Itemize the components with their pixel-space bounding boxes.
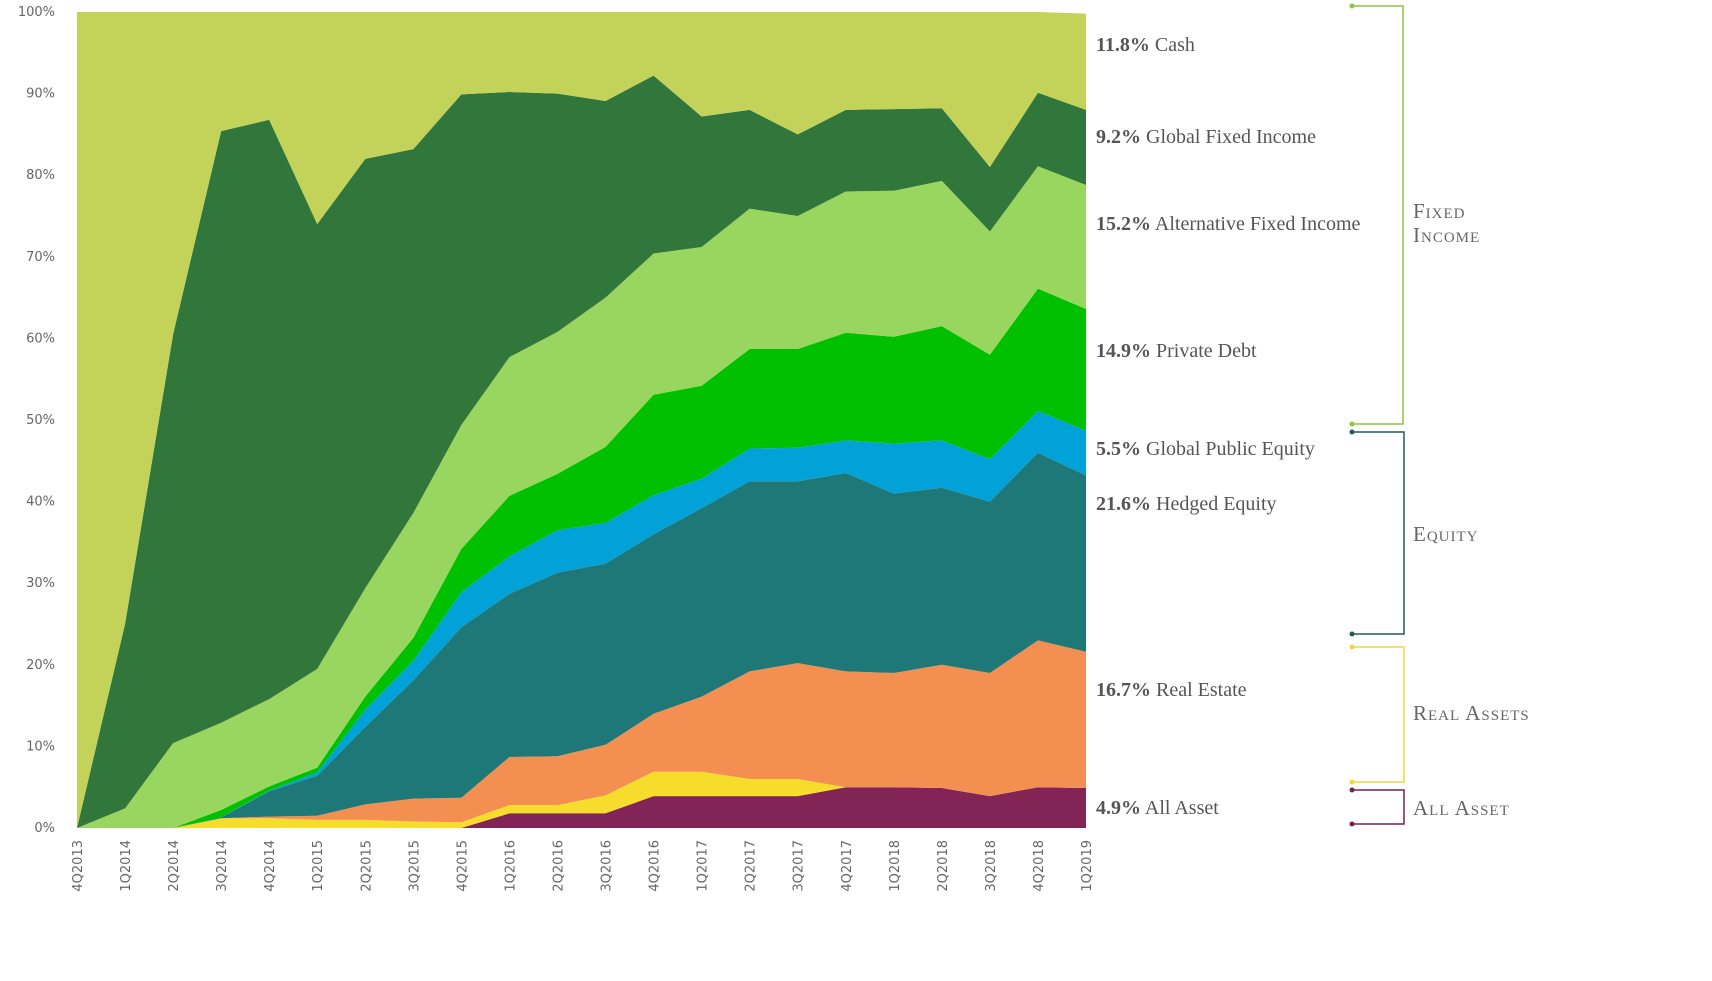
group-label-line: Income	[1413, 223, 1480, 247]
x-tick-label: 1Q2014	[119, 840, 134, 892]
area	[77, 452, 1086, 828]
bracket-dot	[1349, 779, 1355, 785]
y-tick-label: 30%	[26, 576, 55, 591]
x-tick-label: 1Q2017	[696, 840, 711, 892]
y-tick-label: 90%	[26, 87, 55, 102]
end-label-value: 9.2%	[1096, 126, 1141, 148]
group-label: Real Assets	[1413, 701, 1530, 725]
y-tick-label: 10%	[26, 739, 55, 754]
x-tick-label: 2Q2016	[551, 840, 566, 892]
x-tick-label: 1Q2019	[1080, 840, 1095, 892]
x-tick-label: 4Q2015	[455, 840, 470, 892]
end-label-value: 16.7%	[1096, 679, 1151, 701]
x-tick-label: 4Q2018	[1032, 840, 1047, 892]
x-tick-label: 1Q2016	[503, 840, 518, 892]
area	[77, 640, 1086, 828]
end-label-value: 5.5%	[1096, 438, 1141, 460]
area	[77, 771, 1086, 828]
bracket-dot	[1349, 644, 1355, 650]
end-label: 16.7% Real Estate	[1096, 679, 1247, 701]
bracket	[1352, 646, 1405, 783]
end-label-name: All Asset	[1145, 797, 1219, 819]
end-label-name: Cash	[1155, 34, 1195, 56]
area	[77, 288, 1086, 828]
bracket-dot	[1349, 3, 1355, 9]
y-tick-label: 80%	[26, 168, 55, 183]
bracket-dot	[1349, 631, 1355, 637]
x-tick-label: 2Q2015	[359, 840, 374, 892]
area	[77, 166, 1086, 828]
end-label: 15.2% Alternative Fixed Income	[1096, 213, 1361, 235]
x-tick-label: 2Q2017	[744, 840, 759, 892]
group-label: Equity	[1413, 522, 1478, 546]
x-tick-label: 3Q2017	[792, 840, 807, 892]
end-label-value: 21.6%	[1096, 493, 1151, 515]
x-tick-label: 3Q2014	[215, 840, 230, 892]
x-tick-label: 4Q2017	[840, 840, 855, 892]
end-label-value: 4.9%	[1096, 797, 1141, 819]
x-tick-label: 2Q2014	[167, 840, 182, 892]
group-label-line: Fixed	[1413, 199, 1466, 223]
end-label: 4.9% All Asset	[1096, 797, 1219, 819]
end-label-name: Hedged Equity	[1156, 493, 1277, 515]
x-tick-label: 3Q2018	[984, 840, 999, 892]
y-tick-label: 60%	[26, 331, 55, 346]
area	[77, 12, 1086, 828]
y-tick-label: 70%	[26, 250, 55, 265]
end-label: 5.5% Global Public Equity	[1096, 438, 1315, 460]
x-tick-label: 3Q2015	[407, 840, 422, 892]
bracket-dot	[1349, 421, 1355, 427]
x-tick-label: 1Q2015	[311, 840, 326, 892]
end-label: 14.9% Private Debt	[1096, 340, 1257, 362]
x-tick-label: 4Q2014	[263, 840, 278, 892]
area	[77, 75, 1086, 828]
x-tick-label: 4Q2013	[71, 840, 86, 892]
y-tick-label: 50%	[26, 413, 55, 428]
end-label-name: Real Estate	[1156, 679, 1247, 701]
bracket	[1352, 789, 1405, 825]
end-label-value: 11.8%	[1096, 34, 1150, 56]
group-label: Fixed Income	[1413, 199, 1480, 247]
end-label-name: Private Debt	[1156, 340, 1257, 362]
end-label-name: Global Fixed Income	[1146, 126, 1316, 148]
x-tick-label: 2Q2018	[936, 840, 951, 892]
y-tick-label: 20%	[26, 658, 55, 673]
end-label-value: 14.9%	[1096, 340, 1151, 362]
end-label-value: 15.2%	[1096, 213, 1151, 235]
y-tick-label: 100%	[18, 5, 55, 20]
area	[77, 787, 1086, 828]
x-tick-label: 3Q2016	[600, 840, 615, 892]
end-label: 9.2% Global Fixed Income	[1096, 126, 1316, 148]
end-label: 21.6% Hedged Equity	[1096, 493, 1277, 515]
bracket-dot	[1349, 429, 1355, 435]
y-tick-label: 40%	[26, 495, 55, 510]
bracket	[1352, 5, 1404, 425]
end-label-name: Global Public Equity	[1146, 438, 1315, 460]
x-tick-label: 1Q2018	[888, 840, 903, 892]
bracket-dot	[1349, 821, 1355, 827]
bracket-dot	[1349, 787, 1355, 793]
bracket	[1352, 431, 1405, 635]
x-tick-label: 4Q2016	[648, 840, 663, 892]
y-tick-label: 0%	[34, 821, 55, 836]
end-label: 11.8% Cash	[1096, 34, 1195, 56]
group-label: All Asset	[1413, 796, 1510, 820]
end-label-name: Alternative Fixed Income	[1155, 213, 1361, 235]
